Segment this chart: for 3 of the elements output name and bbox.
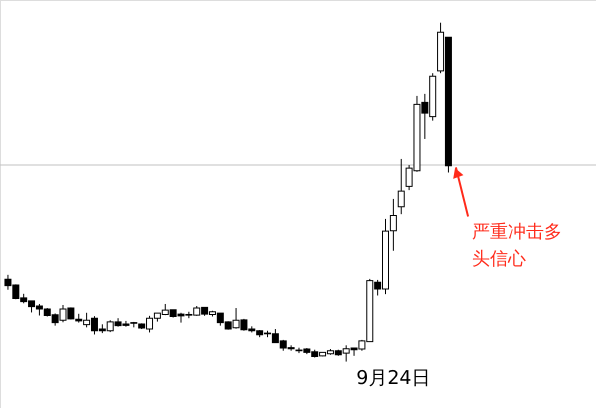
x-tick-label: 9月24日 [356,367,431,389]
candlestick [398,158,405,215]
text: 严重冲击多头信心 [472,221,562,270]
